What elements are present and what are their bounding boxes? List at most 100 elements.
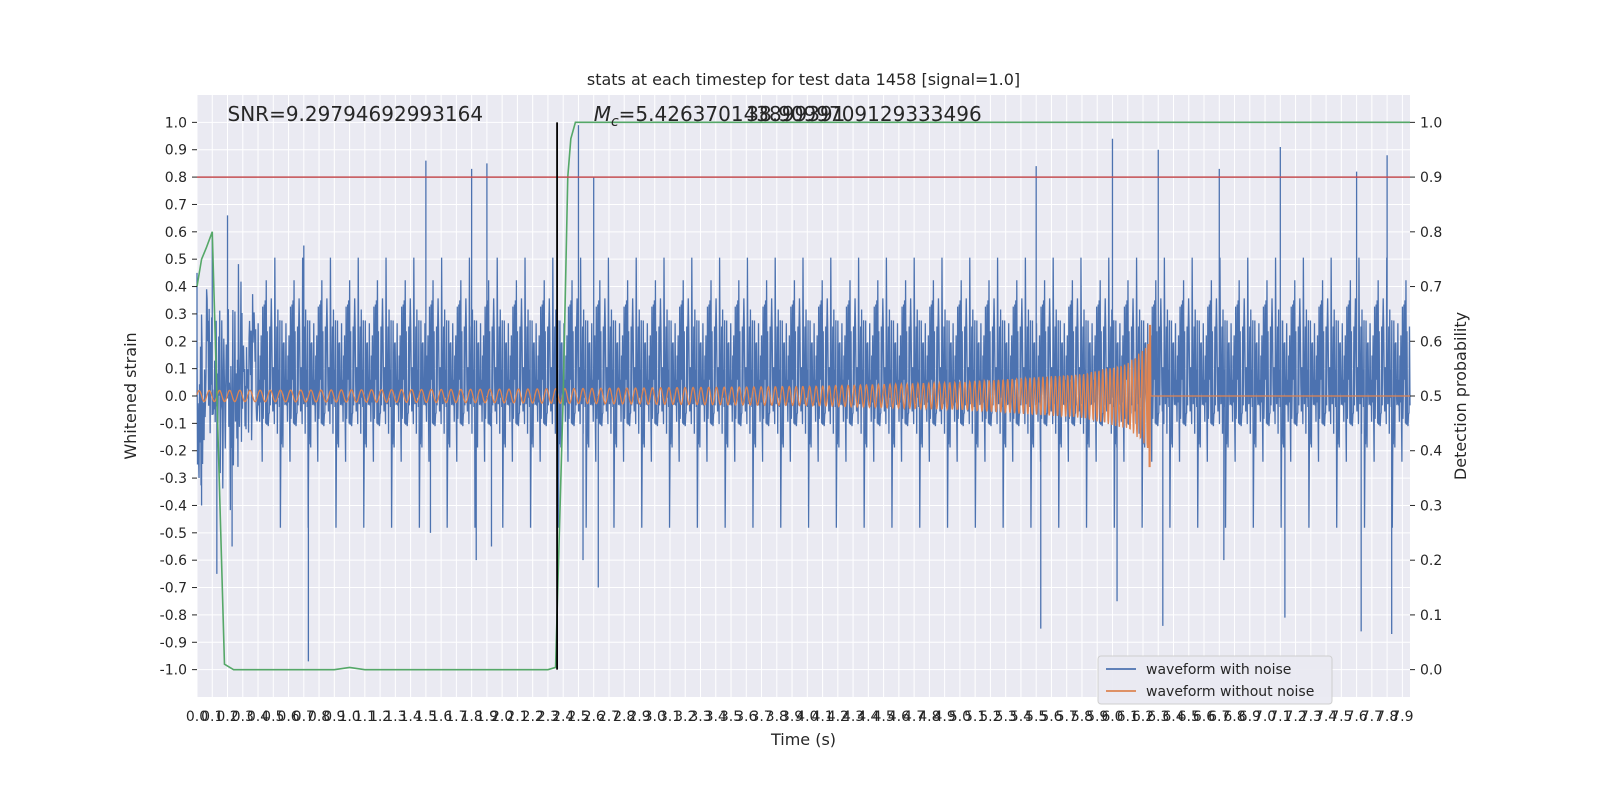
y-tick-label-left: -0.4: [160, 498, 187, 514]
x-tick-label: 3.9: [781, 709, 803, 725]
x-tick-label: 7.0: [1254, 709, 1276, 725]
x-tick-label: 4.8: [918, 709, 940, 725]
x-tick-label: 2.0: [491, 709, 513, 725]
x-tick-label: 0.9: [323, 709, 345, 725]
x-tick-label: 6.7: [1208, 709, 1230, 725]
clean-waveform-line: [196, 324, 1410, 468]
y-tick-label-right: 0.0: [1420, 663, 1442, 679]
x-tick-label: 7.7: [1361, 709, 1383, 725]
x-tick-label: 7.4: [1315, 709, 1337, 725]
x-tick-label: 7.1: [1269, 709, 1291, 725]
y-tick-label-right: 0.8: [1420, 225, 1442, 241]
x-tick-label: 0.2: [216, 709, 238, 725]
x-tick-label: 2.1: [506, 709, 528, 725]
y-tick-label-left: -1.0: [160, 663, 187, 679]
y-tick-label-right: 0.9: [1420, 170, 1442, 186]
mc-annotation: Mc=5.426370143899391: [594, 102, 846, 130]
x-tick-label: 0.8: [308, 709, 330, 725]
x-tick-label: 2.8: [613, 709, 635, 725]
y-tick-label-left: -0.1: [160, 416, 187, 432]
x-tick-label: 0.3: [232, 709, 254, 725]
x-tick-label: 5.7: [1056, 709, 1078, 725]
x-tick-label: 3.1: [659, 709, 681, 725]
x-tick-label: 4.7: [903, 709, 925, 725]
legend: waveform with noise waveform without noi…: [1097, 655, 1333, 705]
x-tick-label: 5.2: [979, 709, 1001, 725]
mc-value: =5.426370143899391: [619, 102, 846, 126]
x-tick-label: 6.2: [1132, 709, 1154, 725]
x-tick-label: 4.4: [857, 709, 879, 725]
x-tick-label: 5.0: [949, 709, 971, 725]
x-axis-label: Time (s): [770, 730, 836, 749]
x-ticks: 0.00.10.20.30.40.50.60.70.80.91.01.11.21…: [186, 709, 1414, 725]
x-tick-label: 4.6: [888, 709, 910, 725]
x-tick-label: 6.8: [1223, 709, 1245, 725]
x-tick-label: 2.7: [598, 709, 620, 725]
y-tick-label-right: 0.3: [1420, 498, 1442, 514]
x-tick-label: 3.2: [674, 709, 696, 725]
y-tick-label-left: 0.2: [165, 334, 187, 350]
y-tick-label-right: 0.2: [1420, 553, 1442, 569]
x-tick-label: 6.5: [1178, 709, 1200, 725]
y-axis-label-right: Detection probability: [1451, 312, 1470, 480]
x-tick-label: 0.1: [201, 709, 223, 725]
x-tick-label: 4.2: [827, 709, 849, 725]
y-tick-label-left: -0.7: [160, 581, 187, 597]
x-tick-label: 5.5: [1025, 709, 1047, 725]
x-tick-label: 2.2: [522, 709, 544, 725]
x-tick-label: 1.0: [338, 709, 360, 725]
x-tick-label: 2.5: [567, 709, 589, 725]
x-tick-label: 4.1: [811, 709, 833, 725]
x-tick-label: 2.9: [628, 709, 650, 725]
y-tick-label-left: -0.9: [160, 635, 187, 651]
x-tick-label: 6.0: [1101, 709, 1123, 725]
x-tick-label: 0.6: [277, 709, 299, 725]
x-tick-label: 3.7: [750, 709, 772, 725]
x-tick-label: 1.6: [430, 709, 452, 725]
snr-annotation: SNR=9.29794692993164: [228, 102, 484, 126]
x-tick-label: 5.9: [1086, 709, 1108, 725]
y-tick-label-right: 0.1: [1420, 608, 1442, 624]
y-tick-label-right: 0.5: [1420, 389, 1442, 405]
x-tick-label: 2.6: [583, 709, 605, 725]
x-tick-label: 6.3: [1147, 709, 1169, 725]
x-tick-label: 4.5: [872, 709, 894, 725]
x-tick-label: 7.9: [1391, 709, 1413, 725]
y-tick-label-left: 0.5: [165, 252, 187, 268]
mc-symbol: M: [594, 102, 611, 126]
y-tick-label-left: -0.6: [160, 553, 187, 569]
y-tick-label-left: 0.4: [165, 280, 187, 296]
x-tick-label: 1.3: [384, 709, 406, 725]
y-tick-label-right: 0.4: [1420, 444, 1442, 460]
x-tick-label: 0.0: [186, 709, 208, 725]
x-tick-label: 3.4: [705, 709, 727, 725]
x-tick-label: 0.4: [247, 709, 269, 725]
y-tick-label-left: 0.8: [165, 170, 187, 186]
y-tick-label-left: -0.2: [160, 444, 187, 460]
x-tick-label: 1.1: [354, 709, 376, 725]
legend-box: [1097, 655, 1333, 705]
y-tick-label-left: 1.0: [165, 115, 187, 131]
y-tick-label-left: 0.3: [165, 307, 187, 323]
x-tick-label: 2.3: [537, 709, 559, 725]
y-tick-label-left: -0.3: [160, 471, 187, 487]
y-tick-label-left: -0.8: [160, 608, 187, 624]
y-tick-label-right: 0.6: [1420, 334, 1442, 350]
x-tick-label: 4.0: [796, 709, 818, 725]
x-tick-label: 5.1: [964, 709, 986, 725]
x-tick-label: 5.6: [1040, 709, 1062, 725]
x-tick-label: 3.3: [689, 709, 711, 725]
y-tick-label-left: 0.1: [165, 362, 187, 378]
y-tick-label-left: 0.7: [165, 197, 187, 213]
x-tick-label: 7.8: [1376, 709, 1398, 725]
x-tick-label: 7.5: [1330, 709, 1352, 725]
x-tick-label: 7.6: [1345, 709, 1367, 725]
x-tick-label: 1.5: [415, 709, 437, 725]
chart-title: stats at each timestep for test data 145…: [587, 70, 1020, 89]
noisy-waveform-line: [196, 125, 1411, 662]
x-tick-label: 5.4: [1010, 709, 1032, 725]
y-tick-label-left: 0.9: [165, 143, 187, 159]
x-tick-label: 3.8: [766, 709, 788, 725]
x-tick-label: 3.6: [735, 709, 757, 725]
